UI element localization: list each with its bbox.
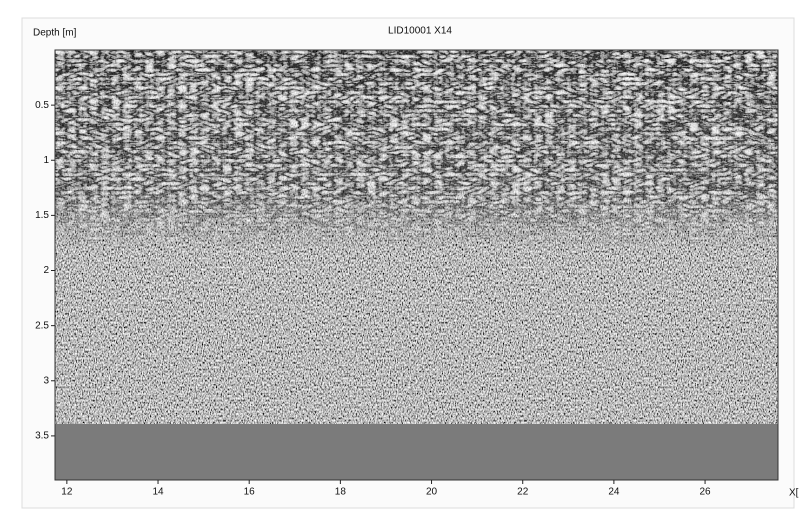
reflections	[55, 50, 778, 250]
x-tick-label: 26	[699, 487, 711, 498]
y-tick-label: 3	[43, 375, 49, 386]
y-tick-label: 3.5	[35, 431, 49, 442]
x-tick-label: 18	[335, 487, 347, 498]
y-axis-label: Depth [m]	[33, 28, 77, 39]
chart: LID10001 X14 Depth [m] X[ 0.5 1 1.5 2 2.5 3 3.…	[0, 0, 801, 516]
x-tick-label: 22	[517, 487, 529, 498]
y-tick-label: 0.5	[35, 100, 49, 111]
chart-title: LID10001 X14	[388, 26, 452, 37]
x-tick-label: 14	[152, 487, 164, 498]
no-data-band	[55, 424, 778, 480]
y-tick-label: 2	[43, 265, 49, 276]
x-tick-label: 16	[244, 487, 256, 498]
y-tick-label: 1.5	[35, 210, 49, 221]
y-tick-label: 2.5	[35, 320, 49, 331]
x-tick-label: 12	[61, 487, 73, 498]
y-tick-label: 1	[43, 155, 49, 166]
x-axis-label: X[	[789, 488, 799, 499]
radar-image	[55, 50, 778, 480]
x-tick-label: 24	[608, 487, 620, 498]
x-tick-label: 20	[426, 487, 438, 498]
